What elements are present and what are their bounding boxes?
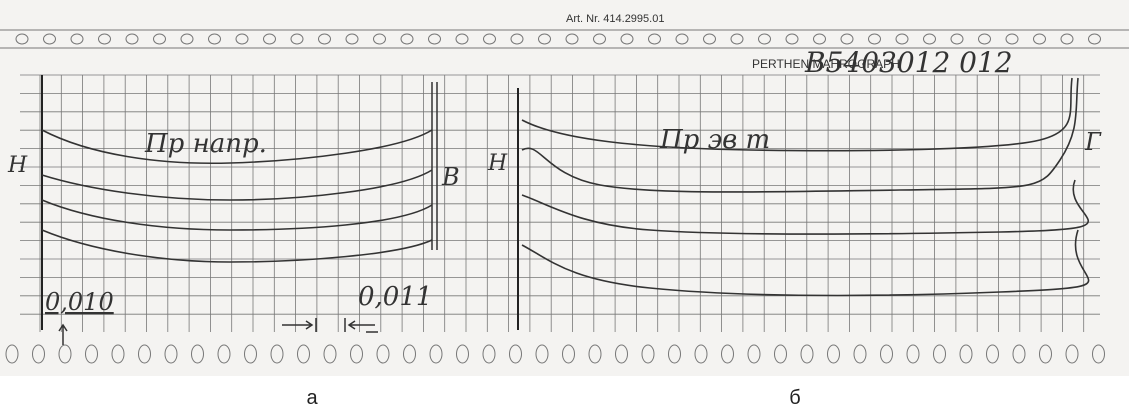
panel-title: Пр эв т xyxy=(659,125,770,155)
scale-label: 0,011 xyxy=(358,282,432,312)
code: B5403012 012 xyxy=(804,46,1013,79)
right-label: В xyxy=(441,163,460,191)
caption: а xyxy=(306,387,318,409)
scale-label: 0,010 xyxy=(45,288,114,316)
recorder-chart: Art. Nr. 414.2995.01 PERTHEN MAHROGRAPH … xyxy=(0,0,1129,412)
page: Art. Nr. 414.2995.01 PERTHEN MAHROGRAPH … xyxy=(0,0,1129,412)
left-label: Н xyxy=(487,151,508,176)
panel-title: Пр напр. xyxy=(144,129,267,159)
caption: б xyxy=(789,387,800,409)
right-label: Г xyxy=(1084,128,1102,156)
article-number: Art. Nr. 414.2995.01 xyxy=(566,13,664,25)
left-label: Н xyxy=(7,153,28,178)
